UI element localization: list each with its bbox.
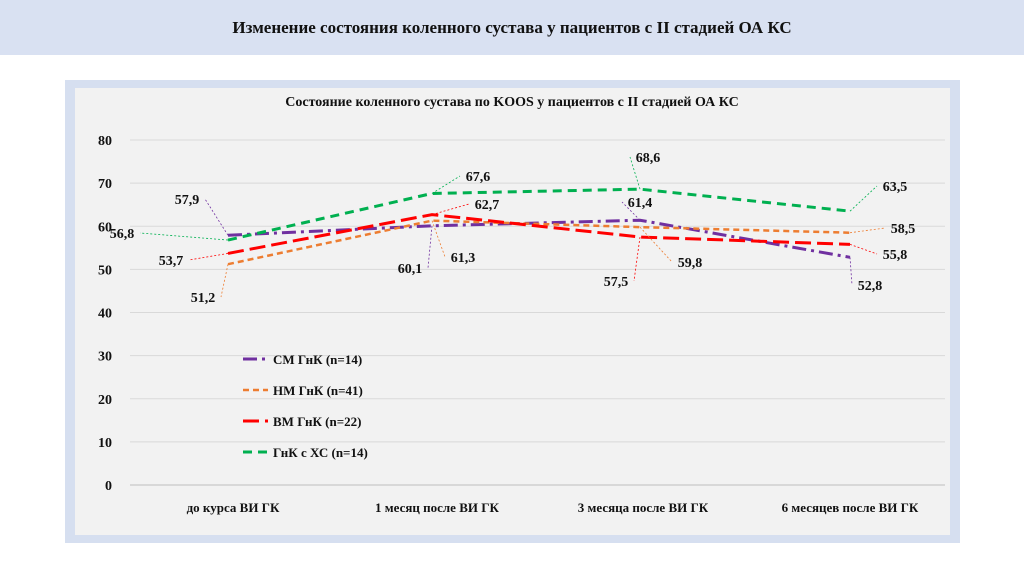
chart-title: Состояние коленного сустава по KOOS у па… xyxy=(285,95,738,110)
leader-line xyxy=(621,201,641,221)
data-label: 56,8 xyxy=(110,227,135,242)
x-tick-label: 6 месяцев после ВИ ГК xyxy=(782,500,919,515)
leader-line xyxy=(204,198,229,236)
data-label: 52,8 xyxy=(858,279,883,294)
leader-line xyxy=(633,236,641,282)
data-label: 51,2 xyxy=(191,291,216,306)
slide-header: Изменение состояния коленного сустава у … xyxy=(0,0,1024,55)
data-label: 55,8 xyxy=(883,248,908,263)
plot-area xyxy=(75,88,950,535)
leader-line xyxy=(427,225,433,269)
data-label: 61,4 xyxy=(628,196,653,211)
series-line xyxy=(227,219,851,266)
data-label: 57,9 xyxy=(175,193,200,208)
y-tick-label: 60 xyxy=(98,220,112,235)
y-tick-label: 10 xyxy=(98,436,112,451)
leader-line xyxy=(639,226,673,263)
legend-label: ВМ ГнК (n=22) xyxy=(273,414,361,429)
data-label: 57,5 xyxy=(604,275,629,290)
leader-line xyxy=(849,227,886,234)
y-tick-label: 70 xyxy=(98,177,112,192)
leader-line xyxy=(431,175,461,194)
x-tick-label: до курса ВИ ГК xyxy=(187,500,280,515)
data-label: 63,5 xyxy=(883,180,908,195)
legend-label: ГнК с ХС (n=14) xyxy=(273,445,368,460)
y-tick-label: 0 xyxy=(105,479,112,494)
y-tick-label: 20 xyxy=(98,393,112,408)
data-label: 68,6 xyxy=(636,151,661,166)
x-tick-label: 3 месяца после ВИ ГК xyxy=(578,500,709,515)
data-label: 62,7 xyxy=(475,198,500,213)
series-line xyxy=(227,213,851,255)
y-tick-label: 50 xyxy=(98,263,112,278)
leader-line xyxy=(139,232,229,241)
data-label: 67,6 xyxy=(466,170,491,185)
leader-line xyxy=(849,257,853,286)
leader-line xyxy=(431,220,446,258)
x-tick-label: 1 месяц после ВИ ГК xyxy=(375,500,499,515)
data-label: 53,7 xyxy=(159,254,184,269)
legend-label: НМ ГнК (n=41) xyxy=(273,383,363,398)
leader-line xyxy=(188,253,229,261)
y-tick-label: 30 xyxy=(98,350,112,365)
legend-label: СМ ГнК (n=14) xyxy=(273,352,362,367)
data-label: 59,8 xyxy=(678,256,703,271)
leader-line xyxy=(849,243,878,255)
data-label: 60,1 xyxy=(398,262,423,277)
leader-line xyxy=(220,264,229,298)
leader-line xyxy=(431,203,470,215)
slide-title: Изменение состояния коленного сустава у … xyxy=(232,18,792,37)
data-label: 61,3 xyxy=(451,251,476,266)
leader-line xyxy=(629,156,641,190)
y-tick-label: 40 xyxy=(98,307,112,322)
leader-line xyxy=(849,185,878,212)
data-label: 58,5 xyxy=(891,222,916,237)
y-tick-label: 80 xyxy=(98,134,112,149)
